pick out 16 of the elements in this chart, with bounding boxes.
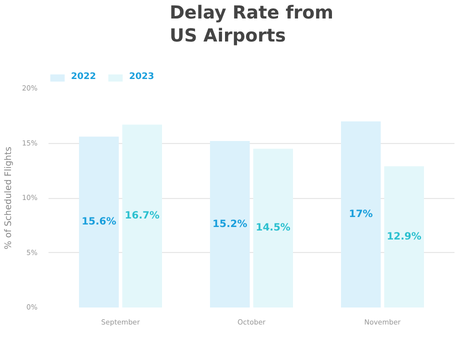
legend-label: 2022 [71,72,96,82]
bar [210,141,250,308]
legend-label: 2023 [129,72,154,82]
bar [253,148,293,308]
text: 14.5% [256,222,290,234]
text: 17% [348,208,373,220]
text: 15.2% [212,218,248,230]
bar [122,124,162,308]
text: 15.6% [82,216,116,228]
bar [79,136,119,308]
chart-title: Delay Rate from US Airports [170,2,334,46]
text: 16.7% [124,210,160,222]
text: 12.9% [386,231,422,242]
bar [340,121,381,308]
bar [384,166,424,308]
y-axis-title: % of Scheduled Flights [4,146,14,250]
